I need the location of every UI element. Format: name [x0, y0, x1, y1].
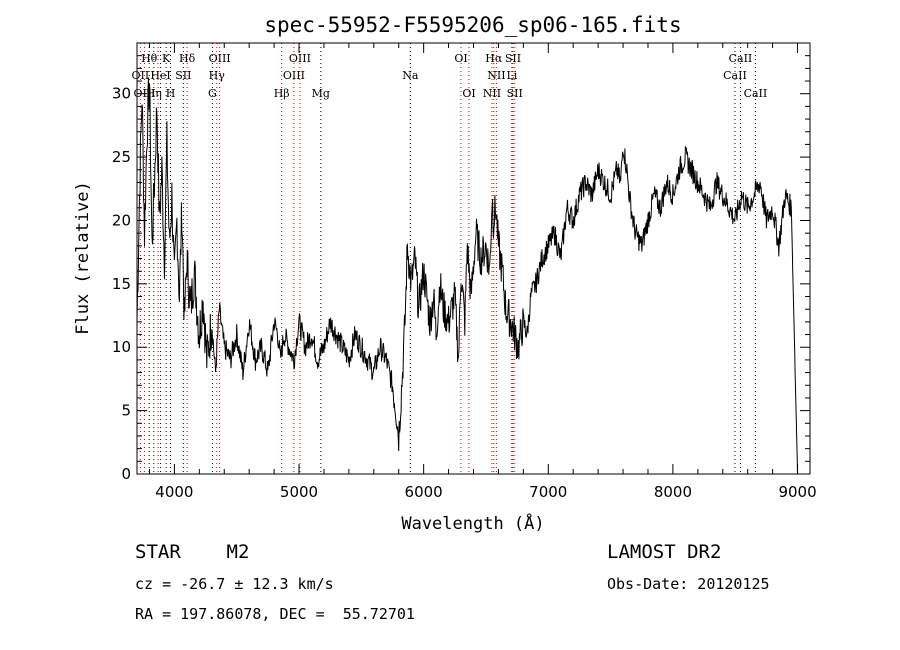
- spectrum-line: [136, 77, 798, 475]
- spectral-line-label: NII: [487, 69, 505, 82]
- x-tick-label: 9000: [778, 483, 816, 501]
- spectral-line-label: CaII: [729, 52, 753, 65]
- spectral-line-label: CaII: [744, 87, 768, 100]
- y-tick-label: 0: [121, 465, 131, 483]
- spectral-line-label: OI: [454, 52, 467, 65]
- y-tick-label: 5: [121, 402, 131, 420]
- spectral-line-label: OI: [462, 87, 475, 100]
- x-tick-label: 8000: [654, 483, 692, 501]
- plot-frame: [136, 42, 811, 475]
- redshift-readout: cz = -26.7 ± 12.3 km/s: [135, 575, 334, 593]
- spectral-line-label: OII: [132, 69, 150, 82]
- spectral-line-label: Li: [506, 69, 517, 82]
- spectral-line-label: SII: [505, 52, 521, 65]
- y-tick-label: 30: [112, 85, 131, 103]
- spectral-line-label: OIII: [283, 69, 305, 82]
- line-markers: [139, 43, 756, 474]
- survey-name: LAMOST DR2: [607, 541, 722, 563]
- spectral-line-label: Hδ: [179, 52, 196, 65]
- coordinates-readout: RA = 197.86078, DEC = 55.72701: [135, 605, 415, 623]
- spectral-line-label: H: [166, 87, 176, 100]
- spectral-line-label: OIII: [289, 52, 311, 65]
- spectral-line-label: Mg: [312, 87, 330, 100]
- spectral-line-label: CaII: [723, 69, 747, 82]
- object-class: STAR M2: [135, 541, 250, 563]
- y-axis-ticks: 0 5 10 15 20 25 30: [112, 55, 810, 483]
- spectral-line-label: Na: [402, 69, 419, 82]
- spectral-line-label: Hβ: [274, 87, 290, 100]
- observation-date: Obs-Date: 20120125: [607, 575, 770, 593]
- spectral-line-label: NII: [483, 87, 501, 100]
- spectral-line-label: K: [162, 52, 171, 65]
- y-tick-label: 20: [112, 211, 131, 229]
- y-axis-label: Flux (relative): [73, 181, 93, 335]
- spectral-line-label: Hα: [485, 52, 503, 65]
- x-tick-label: 5000: [280, 483, 318, 501]
- spectral-line-label: OIII: [209, 52, 231, 65]
- spectral-line-label: G: [208, 87, 217, 100]
- spectral-line-label: Hγ: [209, 69, 226, 82]
- x-axis-ticks: 4000 5000 6000 7000 8000 9000: [148, 43, 817, 501]
- spectral-line-label: HeI: [150, 69, 170, 82]
- spectral-line-label: SII: [507, 87, 523, 100]
- spectral-line-label: Hθ: [141, 52, 158, 65]
- x-axis-label: Wavelength (Å): [401, 512, 544, 534]
- x-tick-label: 6000: [405, 483, 443, 501]
- x-tick-label: 4000: [155, 483, 193, 501]
- x-tick-label: 7000: [529, 483, 567, 501]
- spectral-line-label: SII: [175, 69, 191, 82]
- y-tick-label: 15: [112, 275, 131, 293]
- y-tick-label: 10: [112, 338, 131, 356]
- y-tick-label: 25: [112, 148, 131, 166]
- chart-title: spec-55952-F5595206_sp06-165.fits: [264, 13, 681, 37]
